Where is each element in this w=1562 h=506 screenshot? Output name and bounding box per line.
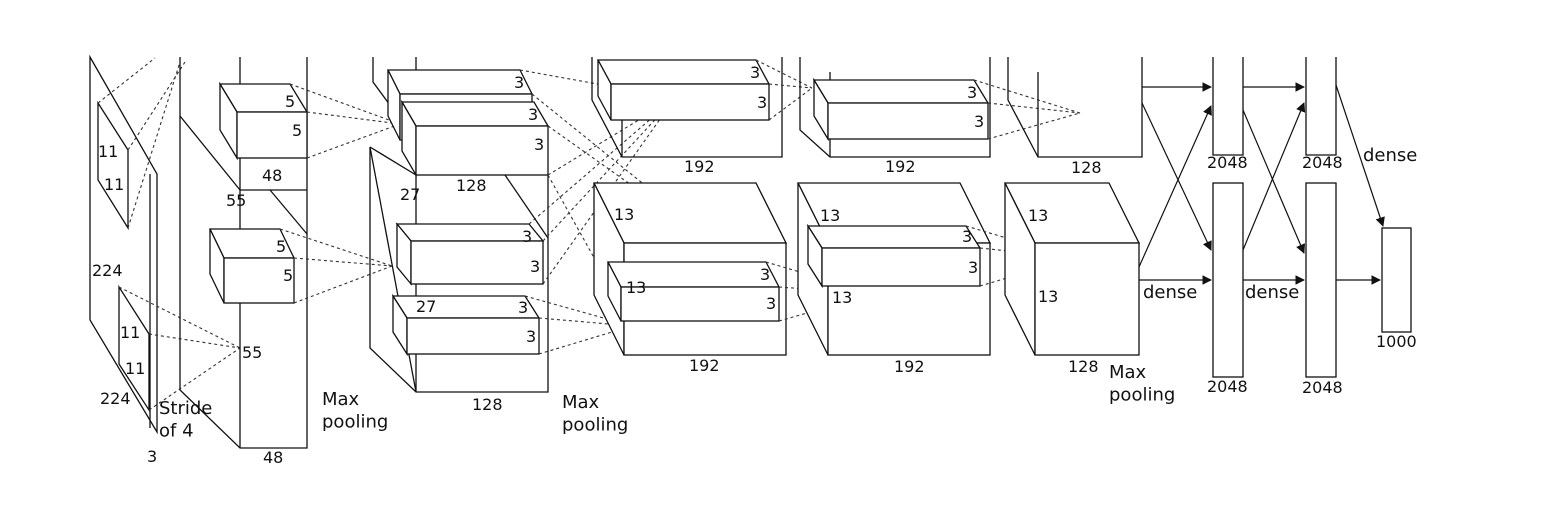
conv3-depth-bottom: 192 xyxy=(689,356,720,375)
conv1-block xyxy=(179,57,401,449)
conv4-size-bottom: 13 xyxy=(832,288,852,307)
conv3-size-top: 13 xyxy=(614,205,634,224)
conv2-kernel-7: 3 xyxy=(526,327,536,346)
output-size-label: 1000 xyxy=(1376,332,1417,351)
conv2-kernel-1: 3 xyxy=(514,73,524,92)
conv3-depth-top: 192 xyxy=(684,157,715,176)
stride-label: Stride of 4 xyxy=(159,398,212,442)
conv5-size-bottom: 13 xyxy=(1038,287,1058,306)
max-pooling-label-3: Max pooling xyxy=(1109,362,1175,406)
fc7-size-bottom: 2048 xyxy=(1302,378,1343,397)
conv2-kernel-2: 3 xyxy=(528,105,538,124)
conv5-block xyxy=(1003,57,1143,356)
dense-label-2: dense xyxy=(1245,282,1299,303)
fc6-size-bottom: 2048 xyxy=(1207,377,1248,396)
conv3-kernel-2: 3 xyxy=(757,93,767,112)
conv5-depth-bottom: 128 xyxy=(1068,357,1099,376)
input-image-block xyxy=(89,54,241,435)
fc6-size-top: 2048 xyxy=(1207,153,1248,172)
input-depth-label: 3 xyxy=(147,447,157,466)
conv4-kernel-4: 3 xyxy=(968,258,978,277)
conv3-kernel-1: 3 xyxy=(750,63,760,82)
conv1-kernel-bottom-1: 5 xyxy=(276,237,286,256)
conv4-block xyxy=(796,57,1081,356)
conv1-depth-top: 48 xyxy=(262,166,282,185)
conv2-depth-bottom: 128 xyxy=(472,395,503,414)
conv4-kernel-2: 3 xyxy=(974,112,984,131)
conv3-size-bottom: 13 xyxy=(626,278,646,297)
dense-label-3: dense xyxy=(1363,145,1417,166)
conv4-depth-bottom: 192 xyxy=(894,357,925,376)
input-width-label: 224 xyxy=(100,389,131,408)
conv3-block xyxy=(591,57,875,356)
input-kernel-h-top: 11 xyxy=(98,142,118,161)
conv1-kernel-bottom-2: 5 xyxy=(283,266,293,285)
conv4-kernel-1: 3 xyxy=(967,83,977,102)
conv2-kernel-4: 3 xyxy=(522,227,532,246)
conv1-kernel-top-2: 5 xyxy=(292,121,302,140)
conv1-depth-bottom: 48 xyxy=(263,448,283,467)
conv2-block xyxy=(369,57,741,393)
input-height-label: 224 xyxy=(92,261,123,280)
conv3-kernel-4: 3 xyxy=(766,294,776,313)
conv5-size-top: 13 xyxy=(1028,206,1048,225)
input-kernel-w-top: 11 xyxy=(104,175,124,194)
fc-layers xyxy=(1138,57,1412,378)
conv2-kernel-5: 3 xyxy=(530,257,540,276)
conv1-kernel-top-1: 5 xyxy=(285,92,295,111)
conv2-depth-top: 128 xyxy=(456,176,487,195)
conv1-size-top: 55 xyxy=(226,191,246,210)
max-pooling-label-1: Max pooling xyxy=(322,389,388,433)
input-kernel-w-bottom: 11 xyxy=(125,359,145,378)
dense-label-1: dense xyxy=(1143,282,1197,303)
conv1-size-bottom: 55 xyxy=(242,343,262,362)
conv4-depth-top: 192 xyxy=(885,157,916,176)
max-pooling-label-2: Max pooling xyxy=(562,392,628,436)
conv2-kernel-6: 3 xyxy=(518,298,528,317)
conv3-kernel-3: 3 xyxy=(760,265,770,284)
conv2-kernel-3: 3 xyxy=(534,135,544,154)
conv5-depth-top: 128 xyxy=(1071,158,1102,177)
input-kernel-h-bottom: 11 xyxy=(120,323,140,342)
fc7-size-top: 2048 xyxy=(1302,153,1343,172)
conv2-size-top: 27 xyxy=(400,185,420,204)
conv4-size-top: 13 xyxy=(820,206,840,225)
conv2-size-bottom: 27 xyxy=(416,297,436,316)
conv4-kernel-3: 3 xyxy=(962,227,972,246)
